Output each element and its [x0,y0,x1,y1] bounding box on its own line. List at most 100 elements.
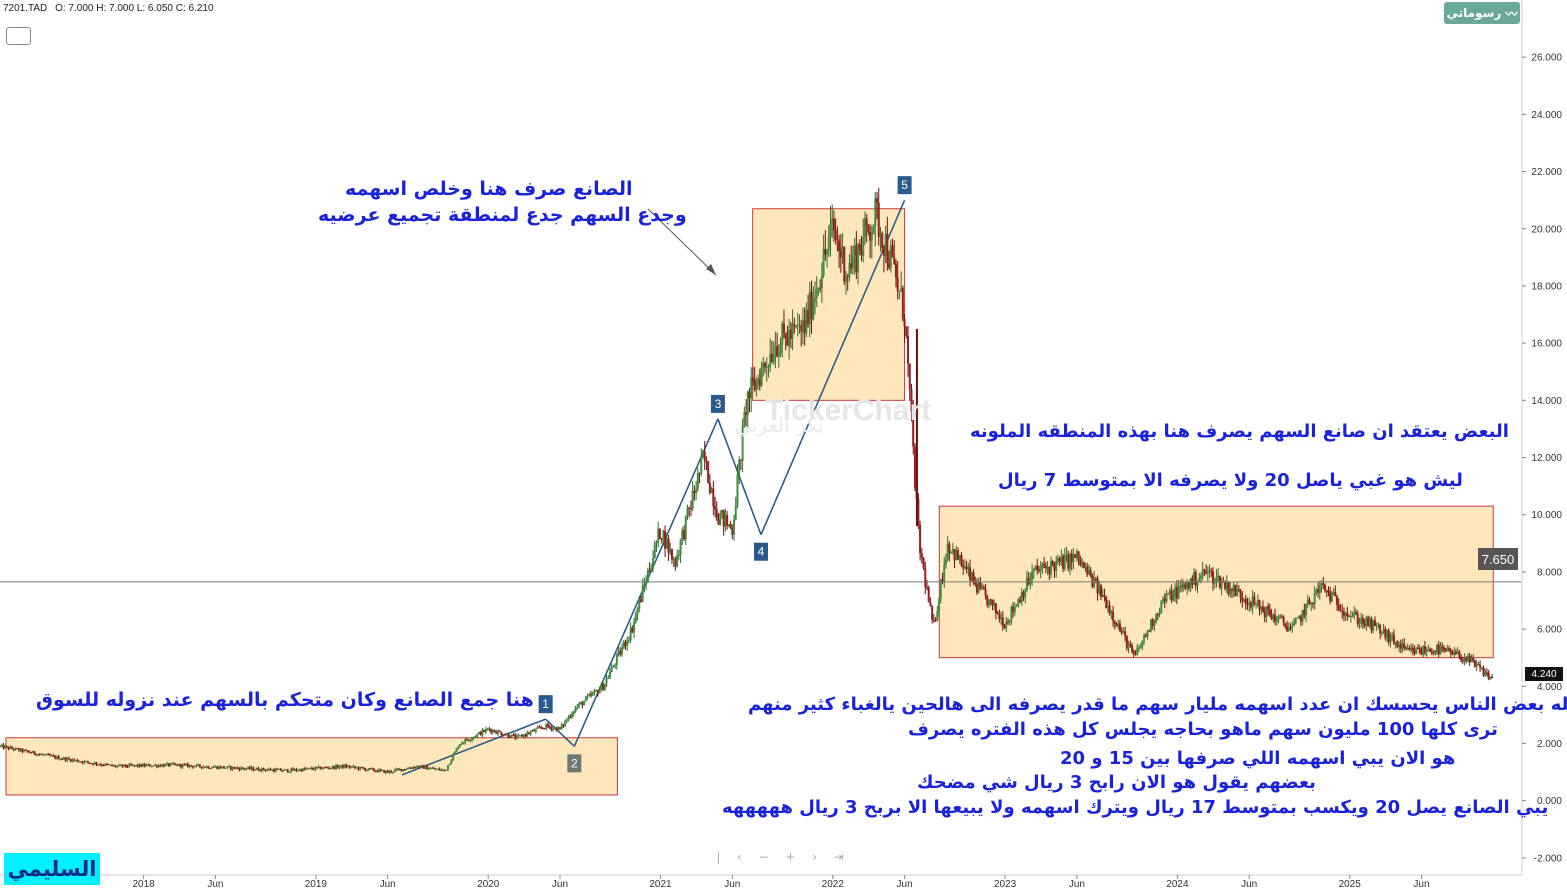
candle-body [1001,617,1004,627]
candle-body [1286,626,1289,632]
candle-body [457,747,460,749]
candle-body [1182,583,1185,588]
candle-body [1332,592,1335,594]
candle-body [934,619,937,621]
wave-segment-5 [760,199,906,536]
candle-body [851,255,854,269]
annotation-bottom4: بعضهم يقول هو الان رابح 3 ريال شي مضحك [917,772,1316,793]
candle-body [536,727,539,729]
candle-body [862,237,865,256]
candle-body [357,767,360,770]
candle-body [1337,604,1340,611]
candle-body [57,756,60,760]
candle-body [779,344,782,354]
candle-body [1019,599,1022,603]
candle-body [133,764,136,766]
candle-body [750,377,753,399]
candle-body [348,766,351,768]
candle-body [1100,585,1103,598]
symbol-label: 7201.TAD [3,3,48,14]
candle-body [97,764,100,766]
wave-label-4: 4 [754,542,768,561]
candle-body [436,768,439,770]
candle-body [1115,623,1118,627]
candle-body [1458,651,1461,658]
candle-body [415,766,418,768]
candle-body [681,530,684,540]
y-tick-label: 8.000 [1537,567,1562,578]
candle-body [488,728,491,730]
candle-body [1453,651,1456,655]
candle-body [1089,570,1092,576]
candle-body [894,264,897,278]
brand-badge: رسوماتي 〰 [1444,2,1520,24]
x-tick-label: 2023 [994,879,1017,890]
candle-body [205,766,208,768]
candle-body [85,761,88,763]
wave-label-box [754,542,768,561]
candle-body [452,754,455,761]
candle-body [996,613,999,615]
candle-body [1031,571,1034,580]
candle-body [403,768,406,770]
x-tick-label: Jun [1241,879,1257,890]
candle-body [178,764,181,766]
candle-body [688,507,691,509]
candle-body [216,766,219,769]
zoom-out-icon[interactable]: − [758,850,769,864]
wave-label-1: 1 [538,695,553,714]
annotation-bottom1: والله بعض الناس يحسسك ان عدد اسهمه مليار… [748,694,1567,715]
candle-body [545,723,548,729]
candle-body [729,524,732,528]
candle-body [250,767,253,770]
candle-body [61,759,64,761]
candle-body [521,735,524,737]
candle-body [515,735,518,739]
candle-body [235,767,238,769]
candle-body [901,287,904,319]
candle-body [655,542,658,544]
candle-body [1396,641,1399,647]
candle-body [309,767,312,769]
candle-body [92,763,95,765]
candle-body [0,744,3,746]
candle-body [260,768,263,771]
wave-label-box [538,695,553,714]
candle-body [595,690,598,692]
candle-body [188,765,191,767]
candle-body [645,582,648,585]
candle-body [722,509,725,527]
candle-body [288,771,291,773]
candle-body [877,202,880,237]
candle-body [832,218,835,231]
candle-body [826,250,829,255]
candle-body [1256,600,1259,604]
candle-body [336,765,339,768]
y-tick-label: -2.000 [1534,853,1563,864]
candle-body [1389,635,1392,643]
y-tick-label: 2.000 [1537,739,1562,750]
candle-body [1248,602,1251,605]
reset-icon[interactable]: ⇥ [833,850,844,864]
candle-body [1196,582,1199,586]
candle-body [712,488,715,507]
candle-body [228,766,231,768]
candle-body [1355,612,1358,615]
scroll-right-icon[interactable]: › [812,850,817,864]
candle-body [490,729,493,733]
zoom-in-icon[interactable]: + [785,850,796,864]
candle-body [397,768,400,770]
candle-body [453,751,456,755]
candle-body [117,764,120,766]
candle-body [557,727,560,731]
candle-body [938,598,941,612]
candle-body [1079,559,1082,565]
scroll-left-icon[interactable]: ‹ [737,850,742,864]
candle-body [922,557,925,569]
candle-body [367,768,370,770]
candle-body [1201,569,1204,576]
candle-body [155,764,158,767]
collapse-button[interactable] [6,27,31,45]
candle-body [920,553,923,558]
